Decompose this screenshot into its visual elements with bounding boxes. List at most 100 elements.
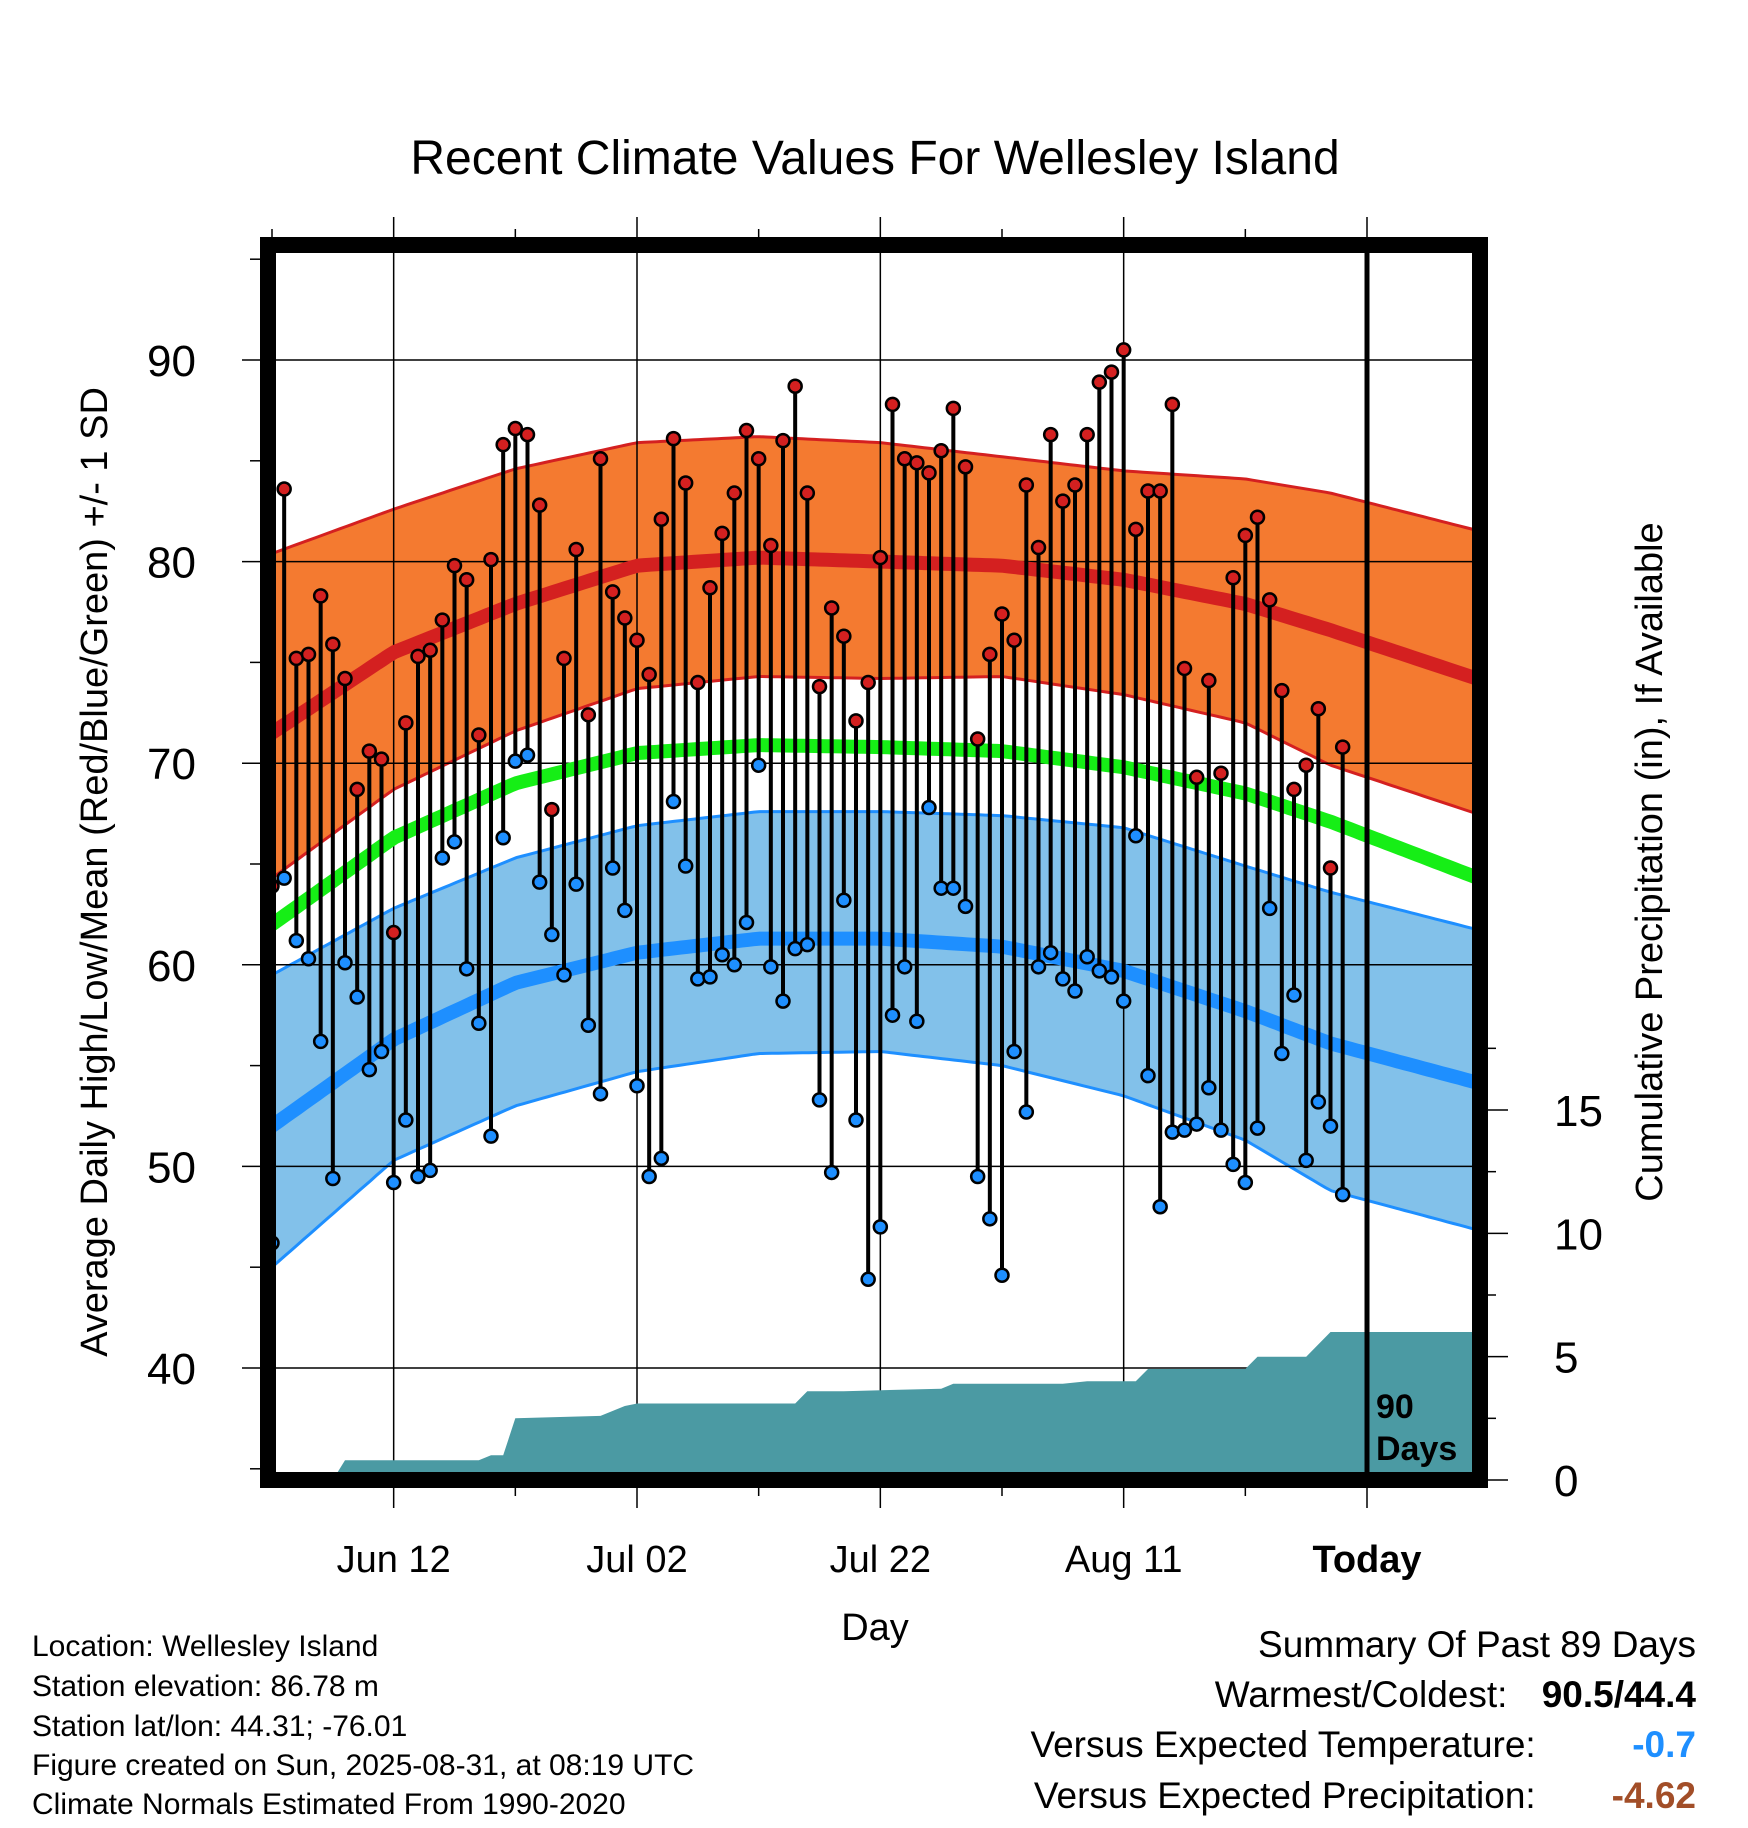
normals-text: Climate Normals Estimated From 1990-2020 <box>32 1788 626 1821</box>
daily-low-point <box>1103 969 1120 985</box>
daily-high-point <box>945 400 962 417</box>
daily-high-point <box>836 628 852 644</box>
daily-low-point <box>422 1162 438 1179</box>
temp-anomaly-value: -0.7 <box>1632 1724 1696 1765</box>
daily-high-point <box>483 551 499 568</box>
precipitation-area <box>272 1332 1480 1480</box>
daily-high-point <box>690 674 706 691</box>
daily-low-point <box>1176 1122 1193 1138</box>
daily-high-point <box>519 426 536 443</box>
daily-low-point <box>458 961 475 977</box>
y2-axis-label: Cumulative Precipitation (in), If Availa… <box>1629 522 1671 1201</box>
daily-low-point <box>909 1013 925 1029</box>
daily-low-point <box>617 902 633 919</box>
daily-high-point <box>556 650 572 667</box>
daily-low-point <box>1128 828 1144 844</box>
y-tick-label: 70 <box>147 740 196 789</box>
daily-high-point <box>702 580 718 596</box>
daily-high-point <box>775 432 791 449</box>
daily-low-point <box>592 1086 609 1102</box>
daily-high-point <box>1128 521 1144 538</box>
daily-high-point <box>860 674 876 691</box>
summary-warm-cold: Warmest/Coldest: 90.5/44.4 <box>1214 1674 1696 1715</box>
daily-high-point <box>811 678 828 695</box>
daily-low-point <box>896 959 913 975</box>
y-tick-label: 90 <box>147 337 196 386</box>
daily-high-point <box>1310 701 1327 717</box>
summary-title: Summary Of Past 89 Days <box>1258 1624 1696 1665</box>
daily-low-point <box>641 1168 657 1185</box>
daily-low-point <box>848 1112 864 1128</box>
daily-high-point <box>604 584 621 600</box>
daily-high-point <box>1201 672 1217 689</box>
daily-high-point <box>641 666 657 683</box>
daily-high-point <box>495 436 511 453</box>
daily-high-point <box>1225 569 1241 586</box>
daily-low-point <box>653 1150 670 1167</box>
daily-high-point <box>909 455 925 471</box>
daily-low-point <box>337 955 353 971</box>
daily-high-point <box>446 557 463 574</box>
daily-high-point <box>969 731 986 747</box>
daily-low-point <box>276 870 292 886</box>
daily-low-point <box>519 747 536 763</box>
daily-high-point <box>1274 682 1290 699</box>
daily-low-point <box>763 959 779 975</box>
daily-low-point <box>860 1271 876 1288</box>
daily-low-point <box>1115 993 1132 1009</box>
daily-high-point <box>653 511 670 528</box>
y2-tick-label: 0 <box>1554 1457 1578 1506</box>
y-tick-label: 80 <box>147 539 196 588</box>
plot-area: 90 Days 40 50 60 70 80 90 0 5 10 15 Jun 12 Jul 02 Jul … <box>147 217 1603 1581</box>
daily-high-point <box>1298 757 1314 773</box>
daily-low-point <box>361 1061 378 1078</box>
daily-low-point <box>1213 1122 1229 1138</box>
daily-low-point <box>507 753 524 769</box>
daily-low-point <box>1249 1120 1266 1136</box>
daily-high-point <box>1018 477 1035 493</box>
plot-inner <box>268 245 1480 1480</box>
daily-low-point <box>568 876 584 892</box>
daily-low-point <box>398 1112 414 1128</box>
daily-high-point <box>738 422 755 439</box>
precip-anomaly-label: Versus Expected Precipitation: <box>1033 1775 1536 1816</box>
period-label-number: 90 <box>1376 1388 1414 1426</box>
summary-temperature: Versus Expected Temperature: -0.7 <box>1030 1726 1696 1763</box>
daily-high-point <box>872 549 889 566</box>
daily-high-point <box>1286 781 1302 798</box>
daily-high-point <box>1176 660 1193 677</box>
daily-high-point <box>1152 483 1168 499</box>
latlon-text: Station lat/lon: 44.31; -76.01 <box>32 1710 408 1743</box>
warm-cold-label: Warmest/Coldest: <box>1214 1674 1508 1715</box>
daily-high-point <box>982 646 998 663</box>
daily-low-point <box>872 1219 889 1235</box>
daily-low-point <box>325 1170 341 1187</box>
daily-high-point <box>763 537 779 554</box>
daily-low-point <box>1334 1186 1351 1203</box>
period-label-unit: Days <box>1376 1430 1457 1468</box>
daily-low-point <box>1201 1080 1217 1096</box>
daily-high-point <box>373 751 390 767</box>
daily-low-point <box>1225 1156 1241 1173</box>
daily-low-point <box>1091 963 1108 979</box>
daily-high-point <box>410 648 426 665</box>
daily-high-point <box>665 430 682 447</box>
y2-tick-label: 10 <box>1554 1210 1603 1259</box>
daily-high-point <box>361 743 378 759</box>
daily-low-point <box>1286 987 1302 1003</box>
daily-high-point <box>1188 769 1205 786</box>
daily-low-point <box>446 834 463 850</box>
daily-low-point <box>1055 971 1071 987</box>
daily-high-point <box>1079 426 1095 443</box>
daily-low-point <box>1067 983 1083 999</box>
coldest-value: 44.4 <box>1623 1674 1696 1715</box>
daily-high-point <box>933 442 949 459</box>
daily-high-point <box>726 485 743 501</box>
daily-low-point <box>1164 1124 1181 1140</box>
daily-low-point <box>1261 900 1278 917</box>
daily-low-point <box>1237 1174 1254 1191</box>
daily-high-point <box>531 497 548 513</box>
daily-low-point <box>884 1007 901 1023</box>
daily-high-point <box>580 707 597 723</box>
daily-low-point <box>775 993 791 1009</box>
